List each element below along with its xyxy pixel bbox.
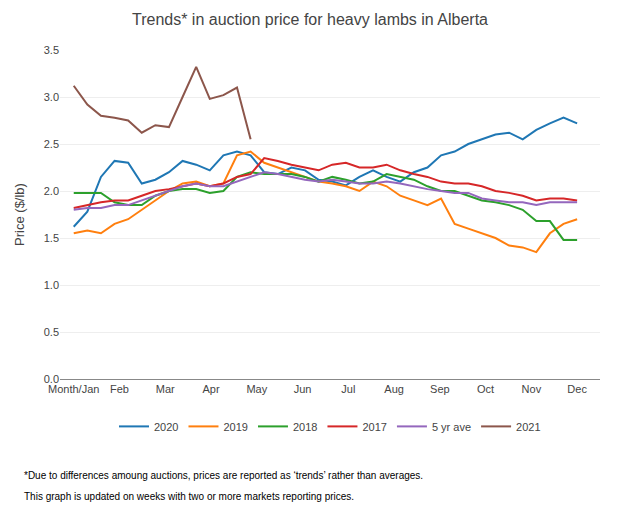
svg-text:3.0: 3.0 [44, 91, 59, 103]
svg-text:2018: 2018 [293, 421, 317, 433]
svg-text:This graph is updated on weeks: This graph is updated on weeks with two … [24, 491, 354, 502]
svg-text:Price ($/lb): Price ($/lb) [12, 183, 27, 246]
svg-text:Apr: Apr [202, 383, 219, 395]
svg-text:Jun: Jun [294, 383, 312, 395]
svg-text:Aug: Aug [384, 383, 404, 395]
svg-text:Feb: Feb [110, 383, 129, 395]
svg-text:1.5: 1.5 [44, 232, 59, 244]
svg-text:0.0: 0.0 [44, 373, 59, 385]
svg-text:5 yr ave: 5 yr ave [432, 421, 471, 433]
svg-text:Nov: Nov [522, 383, 542, 395]
svg-text:*Due to differences amoung auc: *Due to differences amoung auctions, pri… [24, 470, 423, 481]
svg-text:2020: 2020 [154, 421, 178, 433]
svg-text:Sep: Sep [430, 383, 450, 395]
svg-text:Month/Jan: Month/Jan [48, 383, 99, 395]
svg-text:Jul: Jul [341, 383, 355, 395]
svg-text:1.0: 1.0 [44, 279, 59, 291]
svg-text:2019: 2019 [223, 421, 247, 433]
svg-text:Trends* in auction price for h: Trends* in auction price for heavy lambs… [132, 11, 488, 28]
svg-text:2017: 2017 [362, 421, 386, 433]
svg-text:0.5: 0.5 [44, 326, 59, 338]
svg-text:2.5: 2.5 [44, 138, 59, 150]
svg-text:Oct: Oct [477, 383, 494, 395]
svg-text:May: May [246, 383, 267, 395]
svg-text:2.0: 2.0 [44, 185, 59, 197]
svg-text:2021: 2021 [516, 421, 540, 433]
svg-text:Dec: Dec [567, 383, 587, 395]
svg-text:Mar: Mar [156, 383, 175, 395]
svg-text:3.5: 3.5 [44, 44, 59, 56]
